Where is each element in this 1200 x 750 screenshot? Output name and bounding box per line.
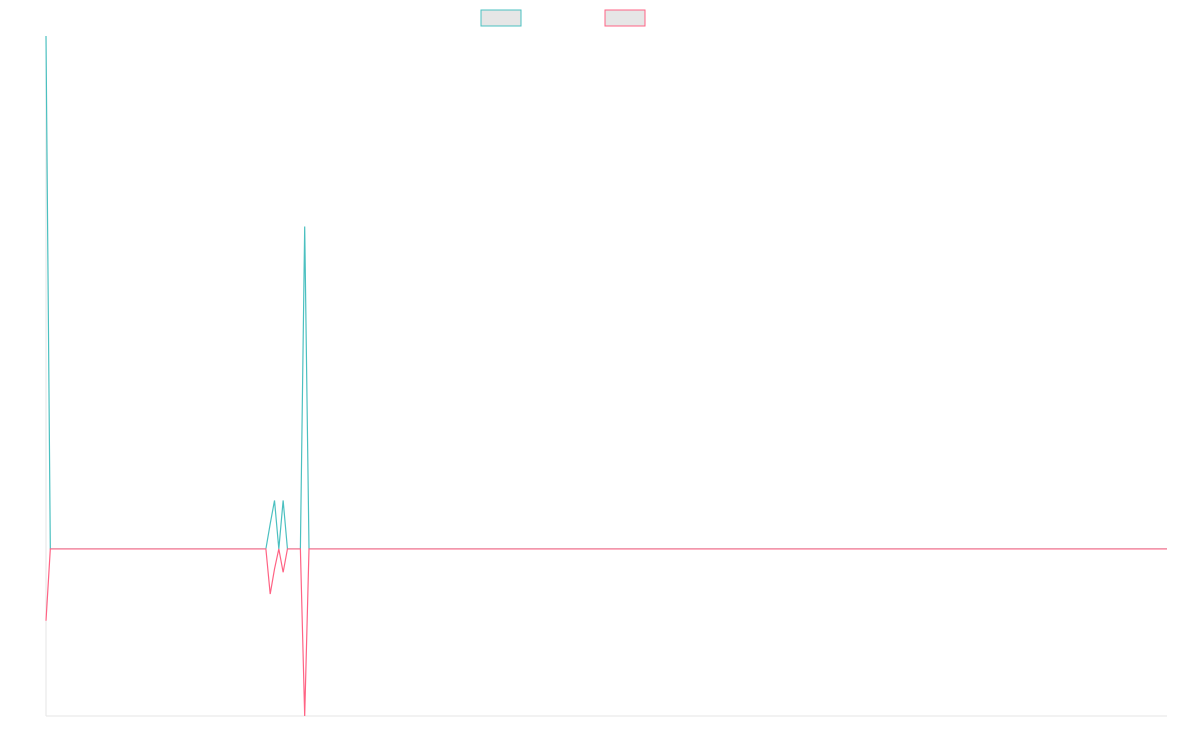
line-series <box>45 35 1167 550</box>
legend-swatch[interactable] <box>604 9 646 27</box>
line-series <box>45 548 1167 717</box>
legend-swatch[interactable] <box>480 9 522 27</box>
